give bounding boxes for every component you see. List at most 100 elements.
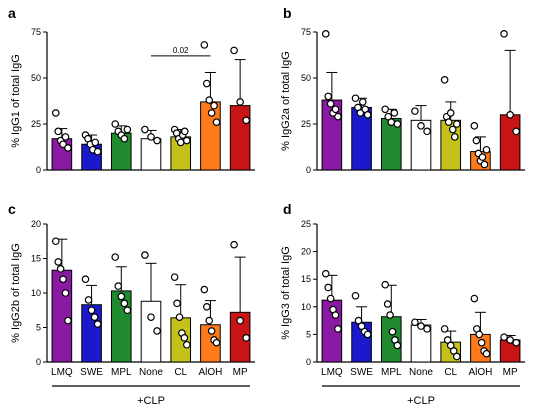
y-tick-label: 75 (301, 27, 311, 37)
data-point (472, 136, 481, 145)
data-point (440, 325, 449, 333)
data-point (176, 138, 185, 147)
data-point (147, 313, 155, 321)
y-tick-label: 0 (36, 165, 41, 175)
data-point (500, 333, 508, 341)
data-point (153, 327, 161, 335)
x-tick-label-aloh: AlOH (468, 367, 492, 378)
bar-cl (170, 317, 192, 363)
y-tick-label: 10 (301, 302, 311, 312)
y-tick-label: 20 (301, 247, 311, 257)
data-point (444, 118, 453, 126)
data-point (87, 306, 96, 315)
data-point (321, 30, 330, 38)
data-point (182, 340, 191, 349)
data-point (411, 107, 419, 115)
group-labels: +CLP +CLP (52, 385, 520, 407)
data-point (207, 327, 216, 335)
data-point (91, 138, 100, 147)
data-point (114, 282, 123, 290)
data-point (230, 240, 238, 249)
data-point (326, 294, 335, 303)
panel-letter: d (283, 201, 292, 217)
data-point (111, 120, 120, 128)
data-point (175, 313, 184, 321)
data-point (207, 109, 216, 117)
data-point (482, 349, 491, 358)
data-point (236, 98, 244, 106)
data-point (324, 283, 333, 292)
data-point (61, 289, 70, 297)
x-tick-label-swe: SWE (80, 367, 103, 378)
data-point (230, 46, 238, 55)
x-tick-label-swe: SWE (350, 367, 373, 378)
data-point (393, 341, 402, 350)
y-tick-label: 50 (31, 73, 41, 83)
data-point (443, 336, 452, 344)
data-point (236, 316, 244, 325)
data-point (452, 352, 461, 361)
group-label: +CLP (407, 395, 435, 407)
data-point (123, 306, 132, 315)
data-point (449, 347, 458, 355)
data-point (242, 334, 251, 342)
data-point (393, 120, 402, 128)
panel-letter: b (283, 5, 292, 21)
data-point (64, 316, 72, 325)
data-point (354, 316, 363, 325)
data-point (93, 320, 102, 328)
data-point (90, 313, 99, 321)
data-point (212, 338, 221, 347)
data-point (120, 299, 129, 308)
data-point (180, 334, 189, 342)
data-point (351, 94, 360, 103)
significance-label: 0.02 (173, 46, 189, 55)
y-tick-label: 0 (306, 357, 311, 367)
data-point (390, 109, 399, 117)
data-point (423, 325, 431, 333)
y-tick-label: 10 (31, 288, 41, 298)
data-point (61, 133, 70, 141)
data-point (147, 133, 155, 141)
y-tick-label: 75 (31, 27, 41, 37)
data-point (202, 302, 211, 311)
data-point (383, 300, 392, 308)
data-point (417, 322, 425, 330)
data-point (475, 330, 484, 339)
y-axis-label: % IgG3 of total IgG (280, 246, 292, 340)
y-tick-label: 25 (301, 119, 311, 129)
data-point (331, 105, 340, 114)
data-point (470, 294, 479, 303)
data-point (357, 322, 366, 330)
data-point (205, 316, 214, 325)
data-point (326, 99, 335, 108)
data-point (358, 98, 367, 106)
data-point (470, 122, 479, 130)
data-point (54, 127, 63, 136)
y-axis-label: % IgG2a of total IgG (280, 51, 292, 151)
data-point (500, 30, 508, 38)
data-point (440, 76, 449, 84)
panel-c: c % IgG2b of total IgG 0 5 10 15 20 LMQ SWE MPL No… (8, 201, 255, 378)
data-point (506, 336, 514, 344)
data-point (59, 275, 67, 284)
data-point (173, 299, 181, 308)
data-point (387, 118, 396, 126)
data-point (351, 291, 360, 300)
x-tick-label-mpl: MPL (381, 367, 402, 378)
bar-mp (229, 105, 251, 171)
x-tick-label-none: None (139, 367, 163, 378)
panel-a: a % IgG1 of total IgG 0 25 50 75 0.02 (8, 5, 255, 175)
data-point (384, 112, 393, 121)
y-tick-label: 15 (31, 254, 41, 264)
x-tick-label-mp: MP (233, 367, 248, 378)
data-point (51, 237, 60, 246)
y-tick-label: 20 (31, 219, 41, 229)
y-tick-label: 50 (301, 73, 311, 83)
data-point (512, 338, 521, 347)
data-point (180, 127, 189, 136)
group-label: +CLP (137, 395, 165, 407)
data-point (117, 292, 126, 301)
data-point (170, 273, 179, 281)
